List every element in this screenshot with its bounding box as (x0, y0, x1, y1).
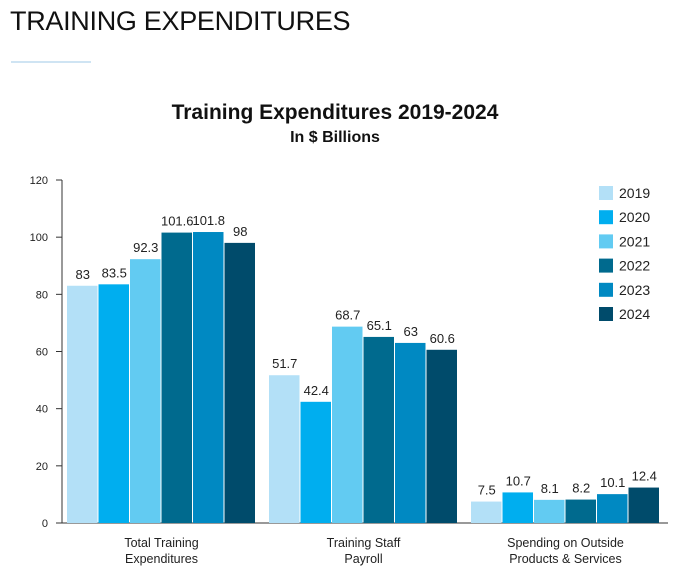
category-label: Total Training (124, 536, 198, 550)
data-label: 60.6 (430, 331, 455, 346)
category-label: Expenditures (125, 552, 198, 566)
chart-title: Training Expenditures 2019-2024 (172, 101, 499, 124)
y-tick-label: 60 (36, 347, 48, 359)
legend-swatch-2022 (599, 258, 613, 273)
bar-2020 (300, 401, 331, 523)
data-label: 101.8 (192, 213, 225, 228)
bar-2021 (332, 326, 363, 523)
page-heading: TRAINING EXPENDITURES (10, 6, 351, 36)
bar-2023 (597, 494, 628, 523)
bar-2021 (130, 259, 161, 523)
bar-2024 (224, 242, 255, 523)
data-label: 7.5 (478, 483, 496, 498)
legend-label-2021: 2021 (619, 233, 650, 249)
data-label: 101.6 (161, 214, 194, 229)
bar-2022 (363, 336, 394, 523)
data-label: 42.4 (304, 383, 329, 398)
heading-divider (11, 61, 91, 63)
bar-2024 (426, 349, 457, 523)
chart-subtitle: In $ Billions (290, 129, 380, 146)
y-tick-label: 0 (42, 518, 48, 530)
data-label: 10.7 (506, 473, 531, 488)
bar-2023 (395, 342, 426, 523)
bar-2020 (502, 492, 533, 523)
y-tick-label: 80 (36, 289, 48, 301)
data-label: 8.1 (541, 481, 559, 496)
bar-2022 (161, 232, 192, 524)
data-label: 83.5 (102, 265, 127, 280)
y-tick-label: 100 (30, 232, 48, 244)
bar-2022 (565, 499, 596, 523)
legend-label-2019: 2019 (619, 185, 650, 201)
legend-label-2022: 2022 (619, 258, 650, 274)
legend-swatch-2020 (599, 210, 613, 225)
legend-swatch-2021 (599, 234, 613, 249)
category-label: Payroll (344, 552, 382, 566)
bar-2024 (628, 487, 659, 523)
category-label: Training Staff (327, 536, 401, 550)
data-label: 10.1 (600, 475, 625, 490)
bar-2019 (269, 375, 300, 523)
bar-2020 (98, 284, 129, 523)
legend-swatch-2024 (599, 307, 613, 321)
data-label: 63 (404, 324, 418, 339)
bar-2019 (471, 501, 502, 523)
data-label: 8.2 (572, 481, 590, 496)
data-label: 51.7 (272, 356, 297, 371)
data-label: 12.4 (632, 469, 657, 484)
y-tick-label: 40 (36, 404, 48, 416)
legend-label-2023: 2023 (619, 282, 650, 298)
y-tick-label: 120 (30, 175, 48, 187)
data-label: 98 (233, 224, 247, 239)
legend-swatch-2023 (599, 282, 613, 297)
bar-2023 (193, 232, 224, 523)
bar-2019 (67, 285, 98, 523)
data-label: 92.3 (133, 240, 158, 255)
y-tick-label: 20 (36, 461, 48, 473)
bar-2021 (534, 499, 565, 523)
legend-label-2024: 2024 (619, 306, 650, 322)
data-label: 68.7 (335, 308, 360, 323)
data-label: 65.1 (367, 318, 392, 333)
legend-swatch-2019 (599, 186, 613, 200)
legend-label-2020: 2020 (619, 209, 650, 225)
category-label: Spending on Outside (507, 536, 624, 550)
data-label: 83 (76, 267, 90, 282)
category-label: Products & Services (509, 552, 622, 566)
